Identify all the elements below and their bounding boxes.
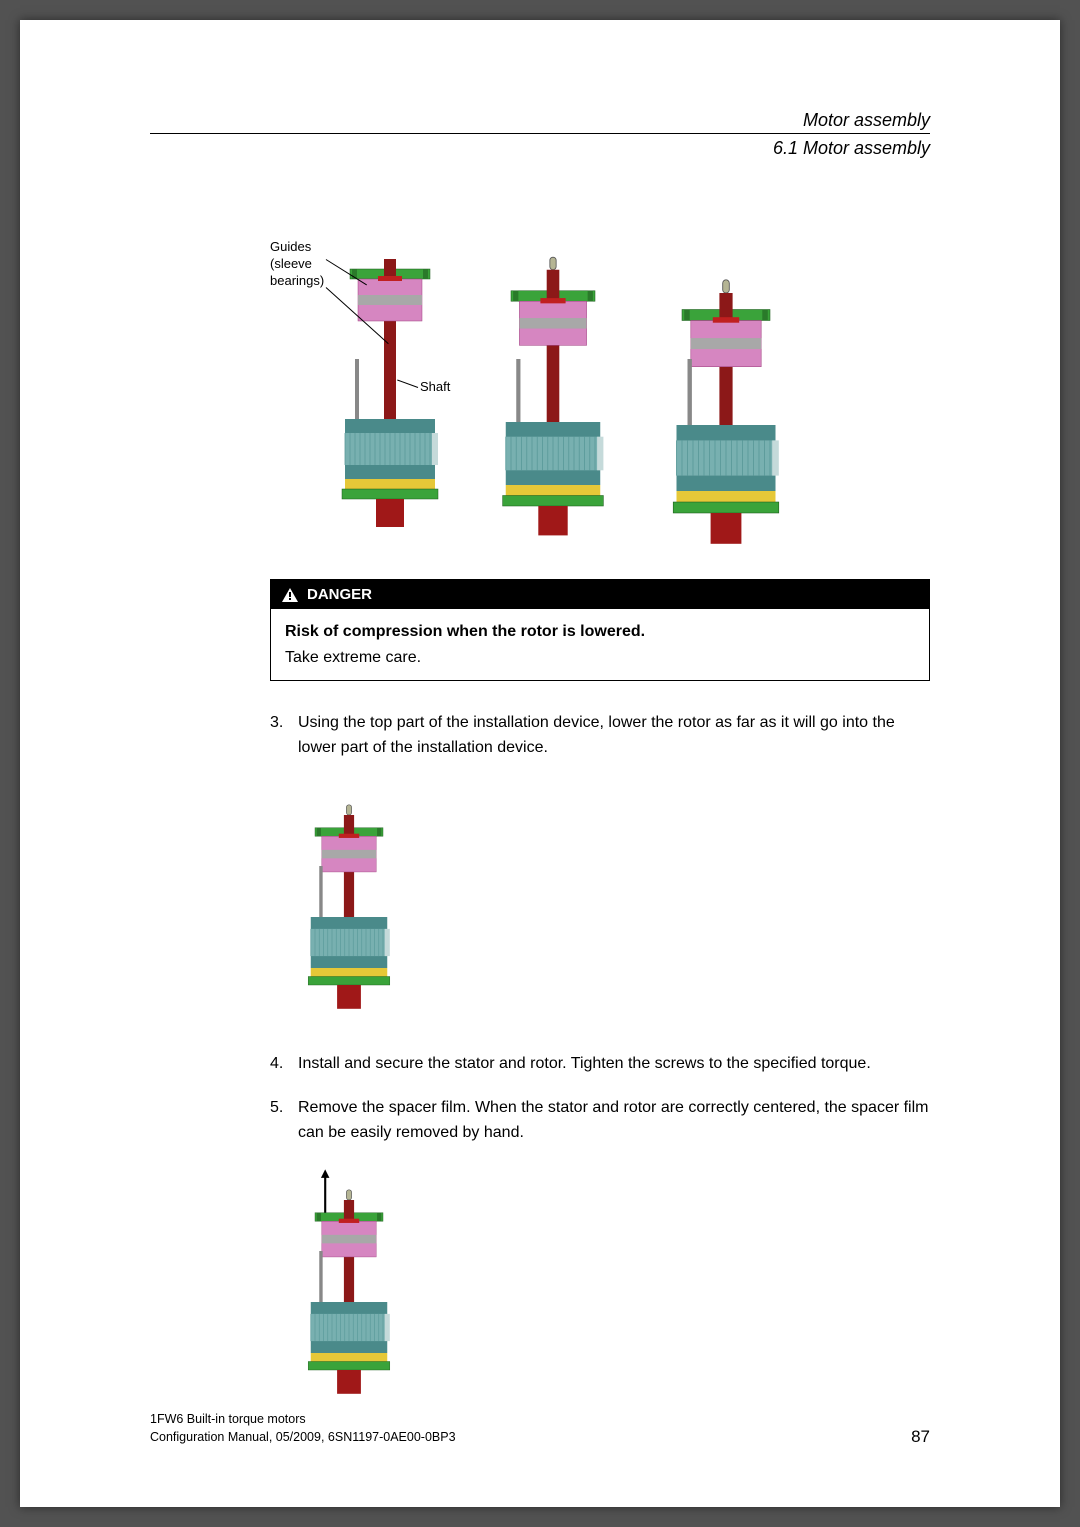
danger-header: DANGER xyxy=(271,580,929,609)
page-header: Motor assembly 6.1 Motor assembly xyxy=(150,110,930,159)
danger-heading-text: DANGER xyxy=(307,586,372,603)
assembly-2 xyxy=(490,254,616,548)
header-subtitle: 6.1 Motor assembly xyxy=(150,133,930,159)
label-guides: Guides(sleevebearings) xyxy=(270,239,324,290)
danger-note: Take extreme care. xyxy=(285,645,915,671)
footer-left: 1FW6 Built-in torque motors Configuratio… xyxy=(150,1410,456,1448)
step-4: Install and secure the stator and rotor.… xyxy=(298,1052,930,1077)
step-5-text: Remove the spacer film. When the stator … xyxy=(298,1099,929,1141)
step-3-text: Using the top part of the installation d… xyxy=(298,714,895,756)
step-5: Remove the spacer film. When the stator … xyxy=(298,1096,930,1412)
danger-body: Risk of compression when the rotor is lo… xyxy=(271,609,929,680)
warning-icon xyxy=(281,587,299,603)
assembly-1 xyxy=(330,259,450,539)
page-content: Guides(sleevebearings) Shaft DANGER Risk… xyxy=(270,239,930,1413)
assembly-3 xyxy=(660,249,792,557)
footer-line1: 1FW6 Built-in torque motors xyxy=(150,1410,456,1429)
figure-step3 xyxy=(298,781,930,1028)
danger-risk: Risk of compression when the rotor is lo… xyxy=(285,619,915,645)
step-4-text: Install and secure the stator and rotor.… xyxy=(298,1055,871,1072)
footer-line2: Configuration Manual, 05/2009, 6SN1197-0… xyxy=(150,1428,456,1447)
danger-callout: DANGER Risk of compression when the roto… xyxy=(270,579,930,681)
figure-sequence: Guides(sleevebearings) Shaft xyxy=(270,239,930,559)
page-footer: 1FW6 Built-in torque motors Configuratio… xyxy=(150,1410,930,1448)
document-page: Motor assembly 6.1 Motor assembly Guides… xyxy=(20,20,1060,1507)
page-number: 87 xyxy=(911,1427,930,1447)
figure-step5 xyxy=(298,1166,930,1413)
step-3: Using the top part of the installation d… xyxy=(298,711,930,1027)
header-title: Motor assembly xyxy=(150,110,930,131)
instruction-list: Using the top part of the installation d… xyxy=(270,711,930,1413)
